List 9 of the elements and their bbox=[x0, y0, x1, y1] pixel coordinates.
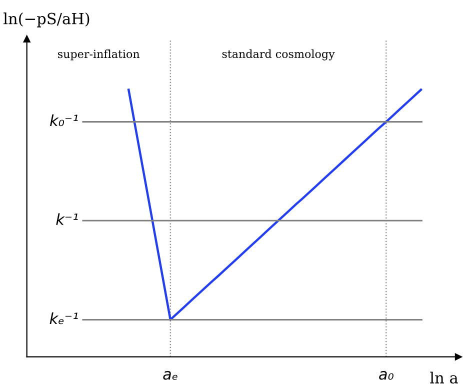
ref-line-label: k₀⁻¹ bbox=[50, 114, 78, 126]
text: standard cosmology bbox=[222, 49, 335, 60]
x-tick-label: a₀ bbox=[379, 371, 394, 380]
x-tick-label: aₑ bbox=[163, 371, 178, 380]
ref-line-label: k⁻¹ bbox=[56, 213, 78, 225]
y-axis-title: ln(−pS/aH) bbox=[4, 12, 90, 28]
ref-line-label: kₑ⁻¹ bbox=[50, 312, 78, 324]
x-axis-title: ln a bbox=[430, 372, 458, 384]
text: super-inflation bbox=[58, 50, 140, 60]
